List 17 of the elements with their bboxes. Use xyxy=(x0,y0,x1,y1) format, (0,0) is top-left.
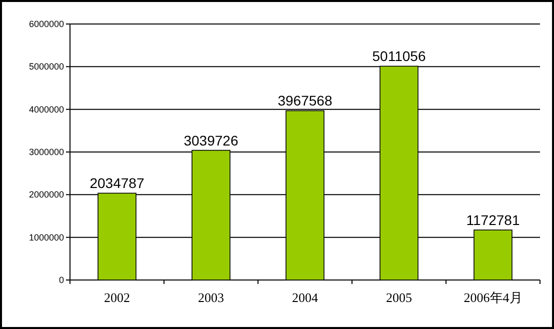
x-tick-label: 2005 xyxy=(386,290,412,305)
data-label: 3039726 xyxy=(184,132,238,148)
y-tick-label: 6000000 xyxy=(28,19,64,29)
data-label: 2034787 xyxy=(90,175,144,192)
data-label: 1172781 xyxy=(466,212,520,228)
x-tick-label: 2006年4月 xyxy=(464,290,522,305)
y-tick-label: 5000000 xyxy=(28,62,64,72)
data-label: 3967568 xyxy=(278,92,332,109)
data-label: 5011056 xyxy=(372,48,426,64)
y-tick-label: 4000000 xyxy=(28,104,64,114)
y-tick-label: 2000000 xyxy=(28,190,64,200)
x-tick-label: 2004 xyxy=(292,290,318,305)
y-tick-label: 0 xyxy=(58,275,64,285)
x-tick-label: 2003 xyxy=(198,290,224,305)
y-tick-label: 3000000 xyxy=(28,147,64,157)
x-tick-label: 2002 xyxy=(104,290,130,305)
y-tick-label: 1000000 xyxy=(28,232,64,242)
